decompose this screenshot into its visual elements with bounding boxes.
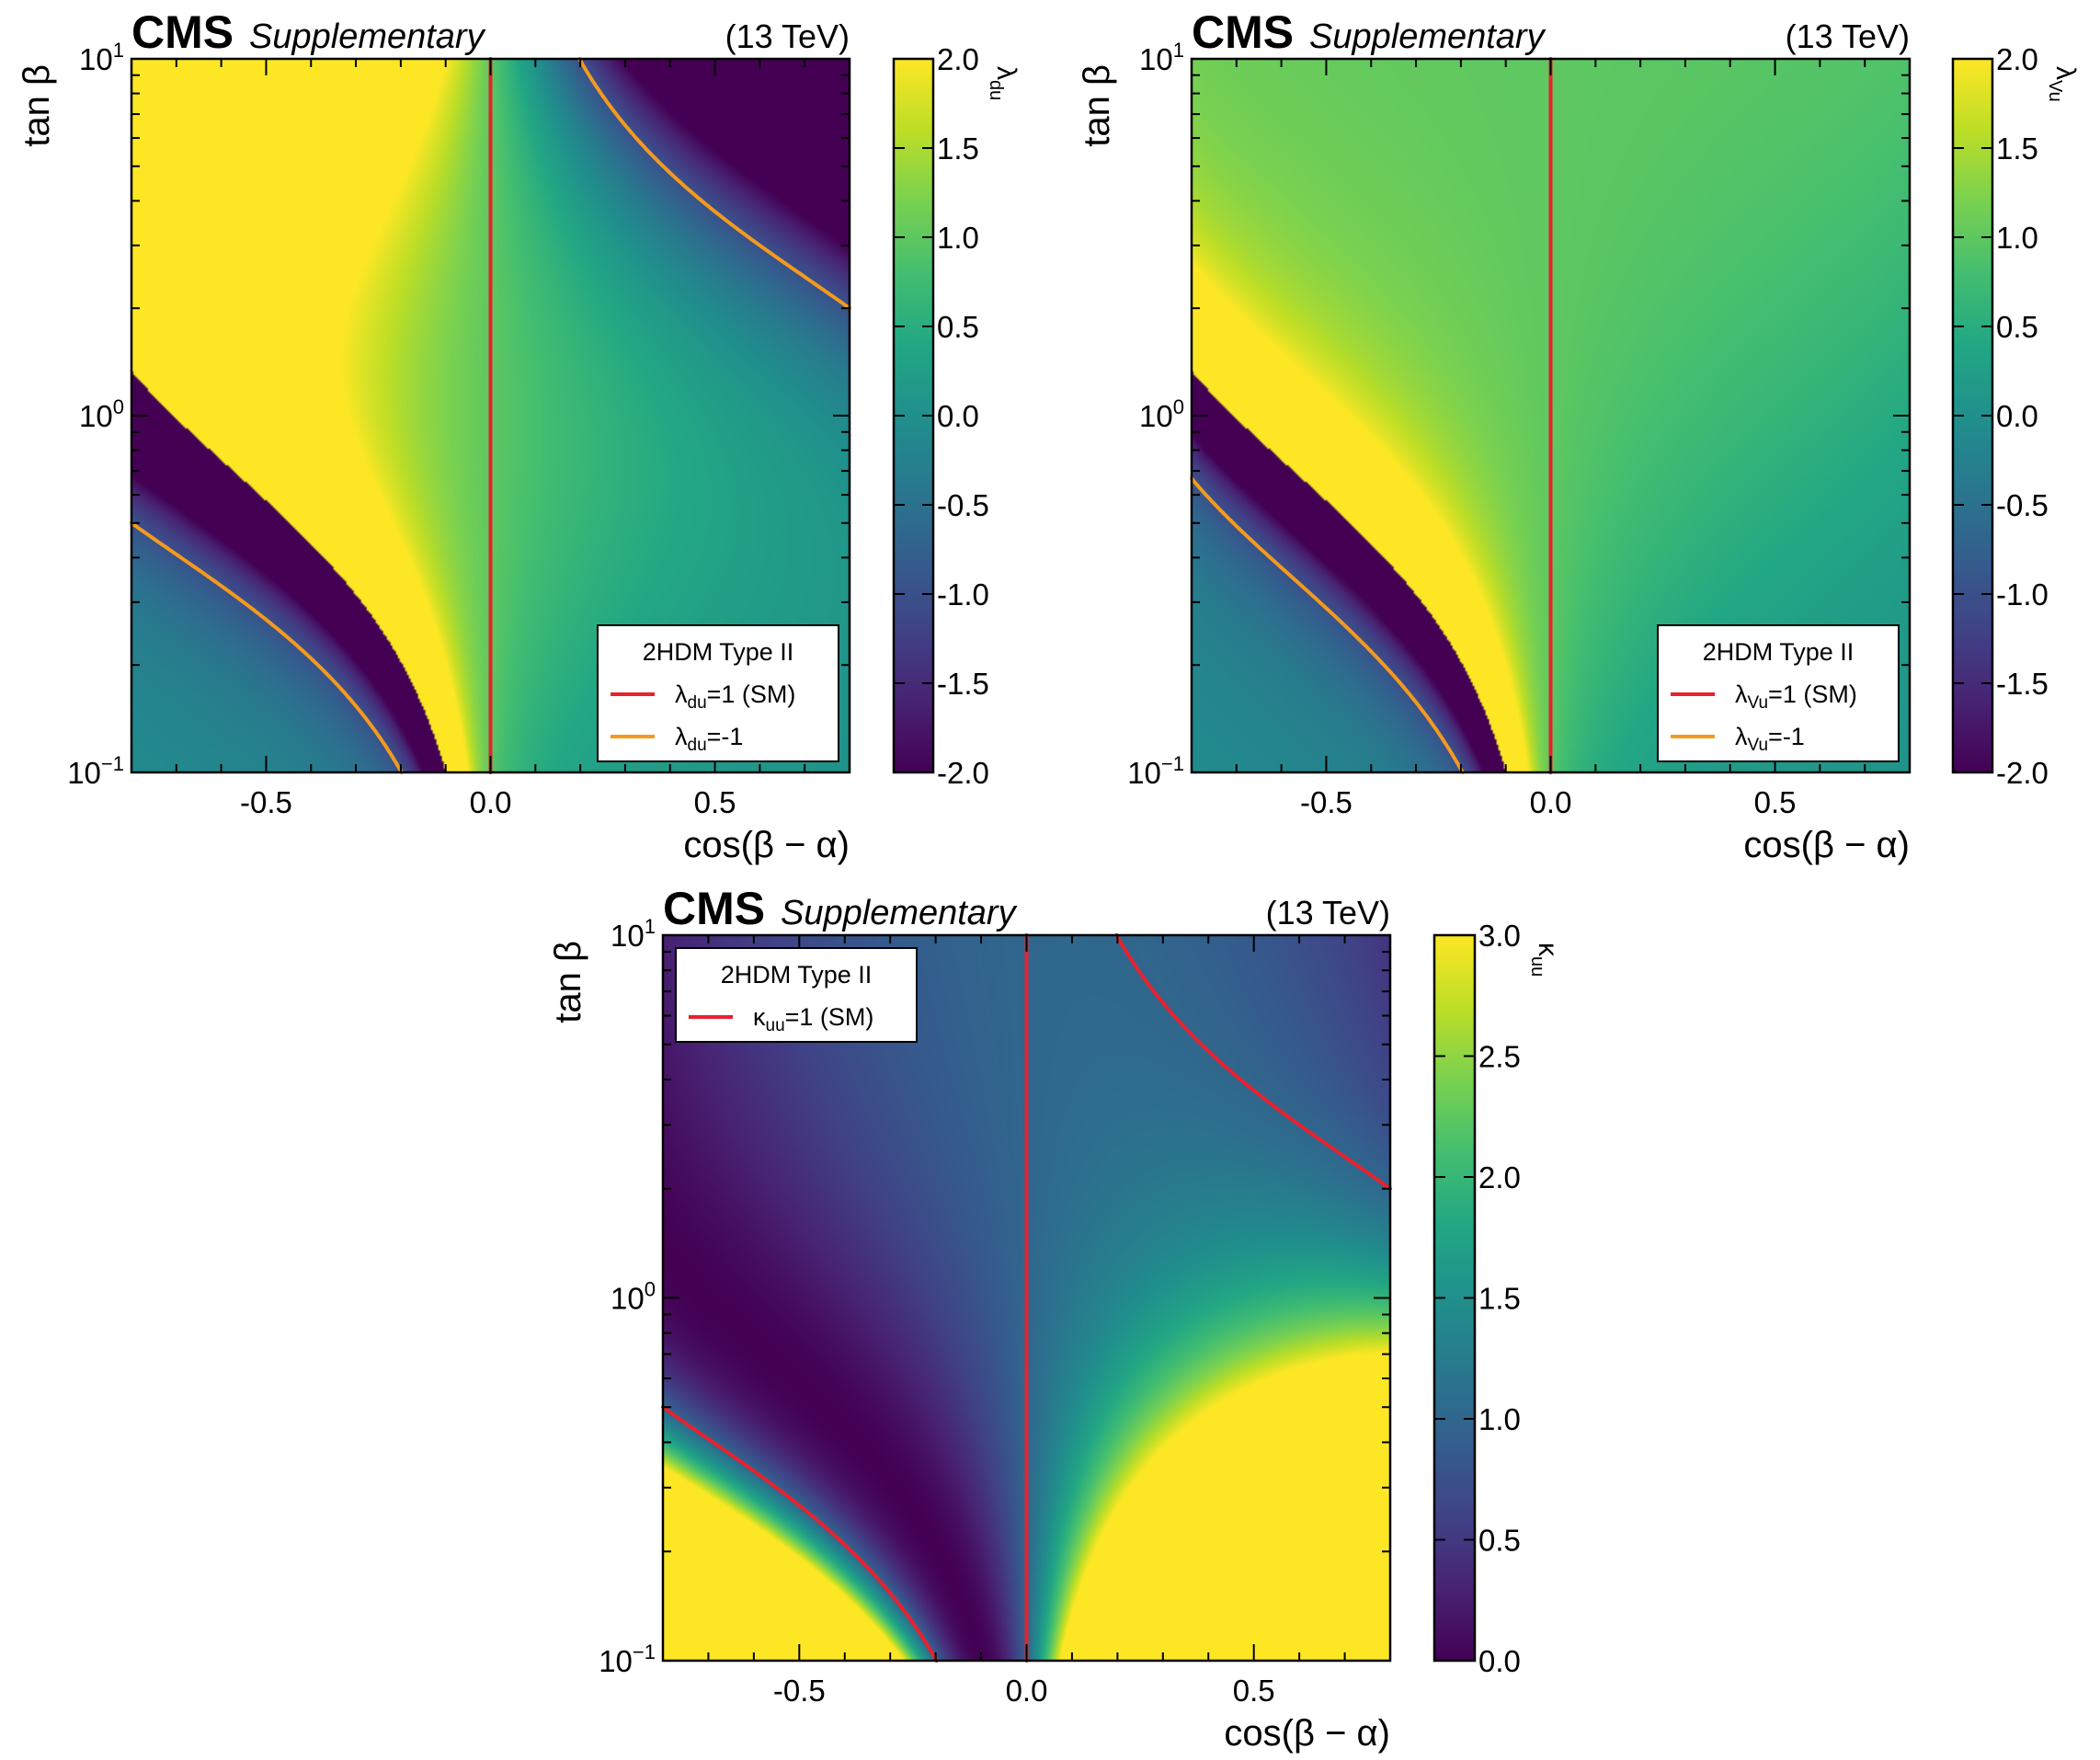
colorbar-tick-label: 1.5	[1996, 131, 2038, 166]
colorbar-tick-label: 0.0	[1478, 1644, 1521, 1678]
legend-title: 2HDM Type II	[721, 961, 873, 989]
colorbar-label: λVu	[2045, 66, 2081, 102]
colorbar-label: κuu	[1527, 943, 1563, 977]
legend: 2HDM Type II κuu=1 (SM)	[675, 947, 918, 1043]
y-tick-label: 101	[611, 915, 656, 953]
y-tick-label: 10−1	[67, 752, 124, 790]
colorbar-tick-label: 1.5	[1478, 1282, 1521, 1316]
x-tick-label: 0.0	[1006, 1674, 1048, 1708]
colorbar-tick-label: 0.5	[1478, 1524, 1521, 1558]
colorbar-tick-label: -2.0	[1996, 756, 2049, 790]
legend-entry-label: κuu=1 (SM)	[753, 1003, 873, 1035]
x-axis-title: cos(β − α)	[1224, 1713, 1390, 1754]
colorbar-tick-label: 2.0	[937, 42, 979, 76]
colorbar-tick-label: 2.0	[1996, 42, 2038, 76]
legend-title: 2HDM Type II	[1703, 638, 1855, 666]
y-tick-label: 101	[1139, 39, 1184, 76]
legend-title: 2HDM Type II	[643, 638, 794, 666]
x-tick-label: 0.5	[694, 785, 736, 819]
chart-kappa-uu: -0.5 0.0 0.5 10−1 100 101 cos(β − α) tan β CMS Su…	[548, 883, 1563, 1754]
x-tick-label: 0.5	[1754, 785, 1797, 819]
x-tick-label: 0.0	[470, 785, 512, 819]
x-tick-label: -0.5	[240, 785, 292, 819]
y-tick-label: 100	[1139, 395, 1184, 433]
legend-entry-label: λVu=-1	[1735, 723, 1805, 755]
colorbar-tick-label: 1.0	[1996, 221, 2038, 255]
chart-lambda-du: -0.5 0.0 0.5 10−1 100 101 cos(β − α) tan β CMS Su…	[17, 6, 1021, 865]
colorbar-tick-label: 0.5	[1996, 310, 2038, 344]
x-tick-label: 0.0	[1530, 785, 1572, 819]
x-tick-label: -0.5	[1300, 785, 1352, 819]
colorbar-tick-label: 1.5	[937, 131, 979, 166]
energy-label: (13 TeV)	[1266, 894, 1390, 931]
experiment-label: CMS	[1192, 6, 1294, 58]
status-label: Supplementary	[249, 17, 486, 56]
colorbar-tick-label: 1.0	[937, 221, 979, 255]
colorbar-tick-label: -0.5	[1996, 488, 2049, 522]
colorbar-tick-label: 0.0	[1996, 399, 2038, 433]
y-axis-title: tan β	[548, 941, 588, 1023]
y-axis-title: tan β	[1077, 64, 1117, 147]
colorbar-tick-label: -0.5	[937, 488, 989, 522]
legend-entry-label: λdu=-1	[675, 723, 743, 755]
x-axis-title: cos(β − α)	[1743, 825, 1910, 865]
colorbar-tick-label: -2.0	[937, 756, 989, 790]
chart-lambda-vu: -0.5 0.0 0.5 10−1 100 101 cos(β − α) tan β CMS Su…	[1077, 6, 2081, 865]
x-tick-label: -0.5	[773, 1674, 826, 1708]
energy-label: (13 TeV)	[725, 17, 850, 55]
experiment-label: CMS	[131, 6, 234, 58]
colorbar-tick-label: -1.5	[1996, 667, 2049, 701]
y-tick-label: 100	[79, 395, 124, 433]
colorbar-tick-label: -1.5	[937, 667, 989, 701]
legend: 2HDM Type II λVu=1 (SM) λVu=-1	[1657, 624, 1900, 762]
colorbar-tick-label: 0.5	[937, 310, 979, 344]
energy-label: (13 TeV)	[1786, 17, 1910, 55]
colorbar-tick-label: 2.0	[1478, 1160, 1521, 1194]
legend-entry-label: λVu=1 (SM)	[1735, 680, 1857, 713]
y-tick-label: 10−1	[599, 1640, 656, 1678]
x-axis-title: cos(β − α)	[683, 825, 850, 865]
y-tick-label: 101	[79, 39, 124, 76]
legend-entry-label: λdu=1 (SM)	[675, 680, 795, 713]
y-axis-title: tan β	[17, 64, 57, 147]
y-tick-label: 100	[611, 1278, 656, 1316]
x-tick-label: 0.5	[1233, 1674, 1275, 1708]
colorbar-tick-label: -1.0	[1996, 577, 2049, 611]
colorbar-tick-label: -1.0	[937, 577, 989, 611]
colorbar-tick-label: 3.0	[1478, 919, 1521, 953]
colorbar-label: λdu	[986, 66, 1021, 100]
legend: 2HDM Type II λdu=1 (SM) λdu=-1	[597, 624, 839, 762]
status-label: Supplementary	[781, 894, 1018, 932]
colorbar-tick-label: 1.0	[1478, 1402, 1521, 1436]
status-label: Supplementary	[1309, 17, 1546, 56]
colorbar-tick-label: 0.0	[937, 399, 979, 433]
experiment-label: CMS	[663, 883, 765, 934]
colorbar-tick-label: 2.5	[1478, 1040, 1521, 1074]
y-tick-label: 10−1	[1127, 752, 1184, 790]
legend-box	[675, 947, 918, 1043]
